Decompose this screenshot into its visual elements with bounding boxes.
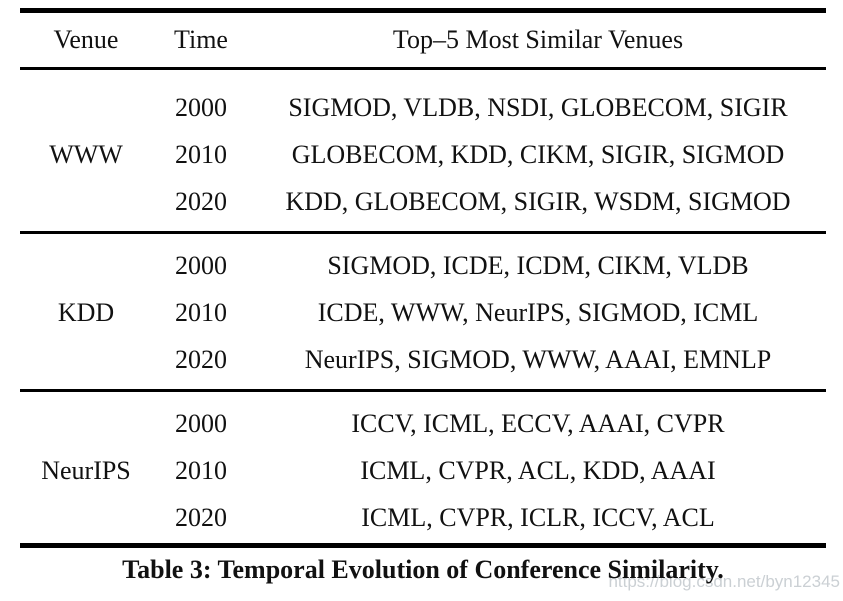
group-separator-rule [20, 231, 826, 234]
table-row: 2000 ICCV, ICML, ECCV, AAAI, CVPR [152, 400, 826, 447]
venue-group-neurips: NeurIPS 2000 ICCV, ICML, ECCV, AAAI, CVP… [20, 392, 826, 543]
venue-group-www: WWW 2000 SIGMOD, VLDB, NSDI, GLOBECOM, S… [20, 70, 826, 231]
table-caption: Table 3: Temporal Evolution of Conferenc… [122, 555, 724, 584]
time-value: 2000 [175, 92, 227, 122]
time-value: 2010 [175, 139, 227, 169]
time-value: 2020 [175, 502, 227, 532]
header-separator-rule [20, 67, 826, 70]
table-header-row: Venue Time Top–5 Most Similar Venues [20, 13, 826, 67]
time-value: 2010 [175, 455, 227, 485]
similar-venues-list: GLOBECOM, KDD, CIKM, SIGIR, SIGMOD [291, 139, 785, 169]
group-separator-rule [20, 389, 826, 392]
time-value: 2020 [175, 344, 227, 374]
venue-label: NeurIPS [41, 455, 131, 485]
table-row: 2000 SIGMOD, VLDB, NSDI, GLOBECOM, SIGIR [152, 84, 826, 131]
column-header-top5: Top–5 Most Similar Venues [392, 25, 684, 54]
table-row: 2020 KDD, GLOBECOM, SIGIR, WSDM, SIGMOD [152, 178, 826, 225]
similar-venues-list: KDD, GLOBECOM, SIGIR, WSDM, SIGMOD [285, 186, 791, 216]
table-row: 2000 SIGMOD, ICDE, ICDM, CIKM, VLDB [152, 242, 826, 289]
venue-label: WWW [49, 139, 123, 169]
table-row: 2010 ICML, CVPR, ACL, KDD, AAAI [152, 447, 826, 494]
time-value: 2010 [175, 297, 227, 327]
group-rows: 2000 SIGMOD, ICDE, ICDM, CIKM, VLDB 2010… [152, 242, 826, 383]
similar-venues-list: ICCV, ICML, ECCV, AAAI, CVPR [351, 408, 725, 438]
table-top-rule [20, 8, 826, 13]
table-row: 2020 ICML, CVPR, ICLR, ICCV, ACL [152, 494, 826, 541]
time-value: 2000 [175, 250, 227, 280]
group-rows: 2000 SIGMOD, VLDB, NSDI, GLOBECOM, SIGIR… [152, 84, 826, 225]
similar-venues-list: ICDE, WWW, NeurIPS, SIGMOD, ICML [317, 297, 759, 327]
similar-venues-list: ICML, CVPR, ICLR, ICCV, ACL [361, 502, 715, 532]
venue-label: KDD [57, 297, 115, 327]
conference-similarity-table: Venue Time Top–5 Most Similar Venues WWW… [20, 8, 826, 585]
venue-group-kdd: KDD 2000 SIGMOD, ICDE, ICDM, CIKM, VLDB … [20, 234, 826, 389]
table-row: 2020 NeurIPS, SIGMOD, WWW, AAAI, EMNLP [152, 336, 826, 383]
csdn-watermark-url: https://blog.csdn.net/byn12345 [608, 572, 840, 591]
group-rows: 2000 ICCV, ICML, ECCV, AAAI, CVPR 2010 I… [152, 400, 826, 541]
table-row: 2010 ICDE, WWW, NeurIPS, SIGMOD, ICML [152, 289, 826, 336]
similar-venues-list: SIGMOD, ICDE, ICDM, CIKM, VLDB [327, 250, 749, 280]
similar-venues-list: ICML, CVPR, ACL, KDD, AAAI [360, 455, 716, 485]
time-value: 2000 [175, 408, 227, 438]
column-header-venue: Venue [53, 25, 119, 54]
similar-venues-list: SIGMOD, VLDB, NSDI, GLOBECOM, SIGIR [288, 92, 788, 122]
similar-venues-list: NeurIPS, SIGMOD, WWW, AAAI, EMNLP [304, 344, 772, 374]
column-header-time: Time [174, 25, 228, 54]
table-row: 2010 GLOBECOM, KDD, CIKM, SIGIR, SIGMOD [152, 131, 826, 178]
time-value: 2020 [175, 186, 227, 216]
table-bottom-rule [20, 543, 826, 548]
